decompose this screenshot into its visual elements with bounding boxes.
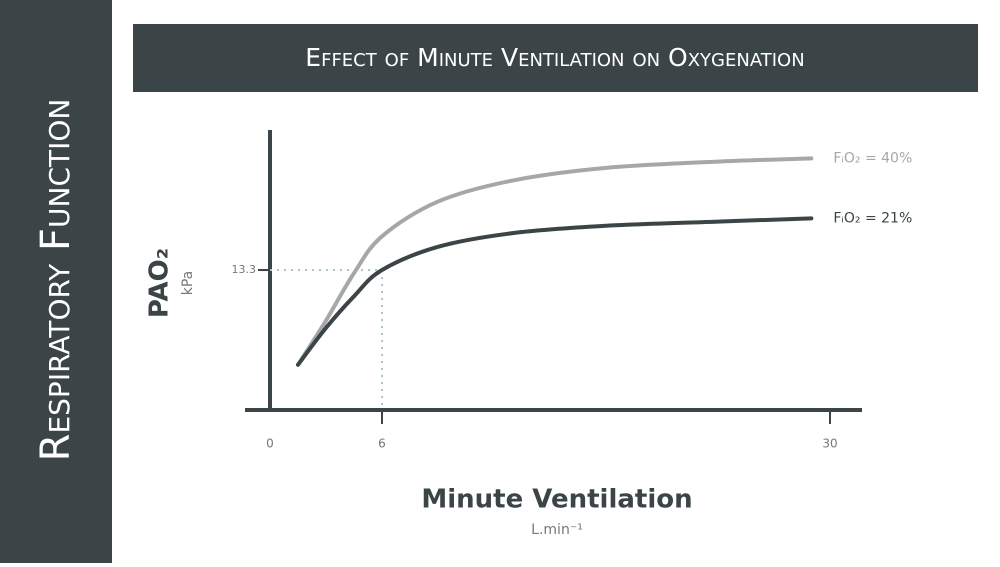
chart-title: Effect of Minute Ventilation on Oxygenat… (305, 43, 804, 72)
series-line (296, 156, 814, 367)
y-axis-unit: kPa (180, 271, 196, 296)
x-axis-unit: L.min⁻¹ (531, 522, 583, 538)
sidebar (0, 0, 112, 563)
y-axis-label: PAO₂ (145, 248, 175, 318)
series-label: FᵢO₂ = 21% (833, 210, 912, 226)
title-bar (133, 24, 978, 92)
sidebar-title: Respiratory Function (33, 99, 79, 462)
x-tick-label: 6 (378, 437, 386, 451)
series-line (296, 216, 814, 367)
x-tick-label: 30 (822, 437, 837, 451)
x-tick-label: 0 (266, 437, 274, 451)
series-label: FᵢO₂ = 40% (833, 150, 912, 166)
x-axis-label: Minute Ventilation (421, 485, 692, 515)
y-tick-label: 13.3 (232, 263, 257, 276)
